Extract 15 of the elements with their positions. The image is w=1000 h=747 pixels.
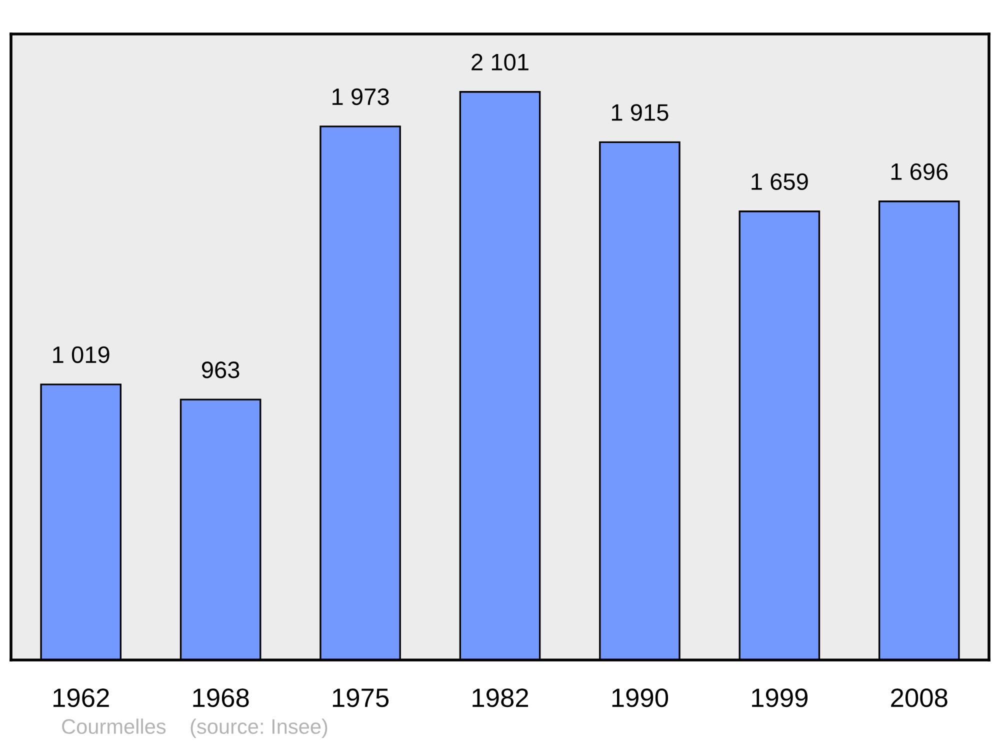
data-label: 1 915: [612, 104, 668, 121]
x-tick-label: 1990: [612, 688, 668, 708]
data-label: 963: [202, 362, 240, 378]
x-tick-label: 1962: [54, 688, 109, 708]
x-tick-label: 1975: [332, 688, 389, 708]
data-label: 1 019: [53, 346, 110, 364]
x-tick-label: 1999: [752, 688, 808, 708]
data-label: 2 101: [472, 54, 528, 71]
text: Courmelles (source: Insee): [62, 718, 328, 738]
x-tick-label: 1968: [193, 688, 249, 708]
x-tick-label: 2008: [891, 688, 948, 708]
data-label: 1 973: [332, 88, 389, 106]
x-tick-label: 1982: [472, 688, 528, 708]
data-label: 1 659: [752, 173, 808, 190]
data-label: 1 696: [891, 163, 948, 180]
